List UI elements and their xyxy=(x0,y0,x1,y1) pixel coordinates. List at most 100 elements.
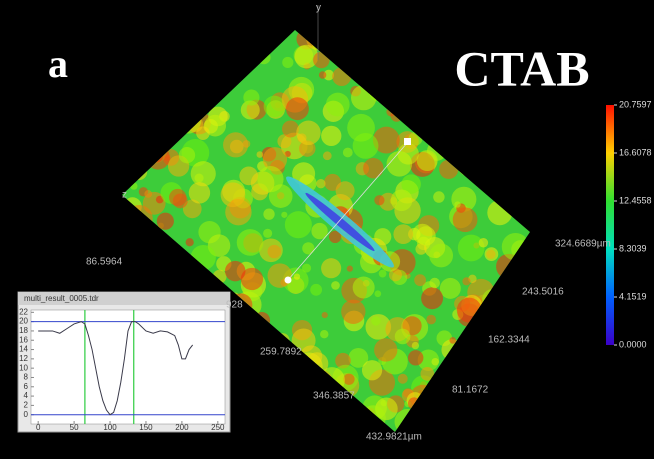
x-tick-label: 200 xyxy=(175,423,189,432)
y-tick-label: 22 xyxy=(19,307,28,316)
surface-blob xyxy=(263,209,274,220)
surface-blob xyxy=(186,238,194,246)
colorbar-label: 0.0000 xyxy=(619,339,647,349)
title: CTAB xyxy=(454,40,589,96)
surface-blob xyxy=(432,89,456,113)
surface-blob xyxy=(178,30,192,44)
surface-blob xyxy=(168,39,184,55)
surface-blob xyxy=(268,245,281,258)
surface-blob xyxy=(391,189,413,211)
surface-blob xyxy=(325,399,352,426)
surface-blob xyxy=(418,55,439,76)
surface-blob xyxy=(520,196,534,210)
surface-blob xyxy=(449,337,456,344)
surface-blob xyxy=(395,329,411,345)
surface-blob xyxy=(347,266,353,272)
surface-blob xyxy=(208,86,222,100)
surface-blob xyxy=(379,270,387,278)
surface-blob xyxy=(509,304,518,313)
surface-blob xyxy=(321,258,341,278)
surface-blob xyxy=(497,297,517,317)
surface-blob xyxy=(274,411,288,425)
surface-blob xyxy=(302,242,314,254)
surface-blob xyxy=(433,404,450,421)
surface-blob xyxy=(154,109,168,123)
colorbar xyxy=(606,105,614,345)
y-tick-label: 0 xyxy=(24,410,29,419)
surface-blob xyxy=(331,281,340,290)
y-tick-label: 4 xyxy=(24,391,29,400)
surface-blob xyxy=(302,421,318,437)
surface-blob xyxy=(213,270,227,284)
surface-blob xyxy=(521,186,538,203)
surface-blob xyxy=(488,298,502,312)
axis-label: 81.1672 xyxy=(452,385,489,396)
surface-blob xyxy=(124,271,135,282)
surface-blob xyxy=(431,409,453,431)
surface-blob xyxy=(527,99,547,119)
surface-blob xyxy=(501,368,528,395)
surface-blob xyxy=(362,360,382,380)
inset-panel: multi_result_0005.tdr 024681012141618202… xyxy=(18,292,230,432)
surface-blob xyxy=(341,300,365,324)
surface-blob xyxy=(296,121,320,145)
surface-blob xyxy=(187,29,203,45)
surface-blob xyxy=(268,263,292,287)
surface-blob xyxy=(479,238,488,247)
surface-blob xyxy=(502,233,529,260)
surface-blob xyxy=(136,269,148,281)
surface-blob xyxy=(431,358,439,366)
surface-blob xyxy=(445,132,459,146)
surface-blob xyxy=(169,189,186,206)
surface-blob xyxy=(167,73,186,92)
surface-blob xyxy=(130,182,137,189)
surface-blob xyxy=(467,138,491,162)
surface-blob xyxy=(257,166,283,192)
surface-blob xyxy=(527,214,539,226)
axis-label: 928 xyxy=(226,300,243,311)
surface-blob xyxy=(374,195,384,205)
surface-blob xyxy=(196,126,210,140)
surface-blob xyxy=(393,224,413,244)
surface-blob xyxy=(514,356,521,363)
panel-label: a xyxy=(48,41,68,86)
surface-blob xyxy=(164,106,185,127)
surface-blob xyxy=(356,26,382,52)
surface-blob xyxy=(263,229,272,238)
y-tick-label: 6 xyxy=(24,382,29,391)
surface-blob xyxy=(323,151,332,160)
surface-blob xyxy=(374,23,392,41)
surface-blob xyxy=(316,179,325,188)
surface-blob xyxy=(239,167,258,186)
x-tick-label: 50 xyxy=(70,423,79,432)
surface-blob xyxy=(157,213,174,230)
surface-blob xyxy=(415,50,426,61)
surface-blob xyxy=(343,148,353,158)
surface-blob xyxy=(313,52,330,69)
surface-blob xyxy=(408,350,423,365)
surface-blob xyxy=(142,63,149,70)
surface-blob xyxy=(229,51,241,63)
surface-blob xyxy=(321,126,341,146)
surface-blob xyxy=(151,43,179,71)
surface-blob xyxy=(189,182,210,203)
axis-label: 259.7892 xyxy=(260,347,302,358)
surface-blob xyxy=(161,43,167,49)
y-tick-label: 16 xyxy=(19,335,28,344)
surface-blob xyxy=(490,355,503,368)
surface-blob xyxy=(427,29,440,42)
axis-label: 346.3857 xyxy=(313,391,355,402)
surface-blob xyxy=(532,370,539,377)
axis-name: z xyxy=(122,190,127,201)
surface-blob xyxy=(354,409,367,422)
surface-blob xyxy=(127,263,152,288)
surface-blob xyxy=(527,158,537,168)
surface-blob xyxy=(415,84,424,93)
surface-blob xyxy=(343,374,354,385)
surface-blob xyxy=(126,205,153,232)
y-tick-label: 10 xyxy=(19,363,28,372)
surface-blob xyxy=(313,407,339,433)
surface-blob xyxy=(468,401,483,416)
surface-blob xyxy=(152,113,166,127)
surface-blob xyxy=(480,125,505,150)
